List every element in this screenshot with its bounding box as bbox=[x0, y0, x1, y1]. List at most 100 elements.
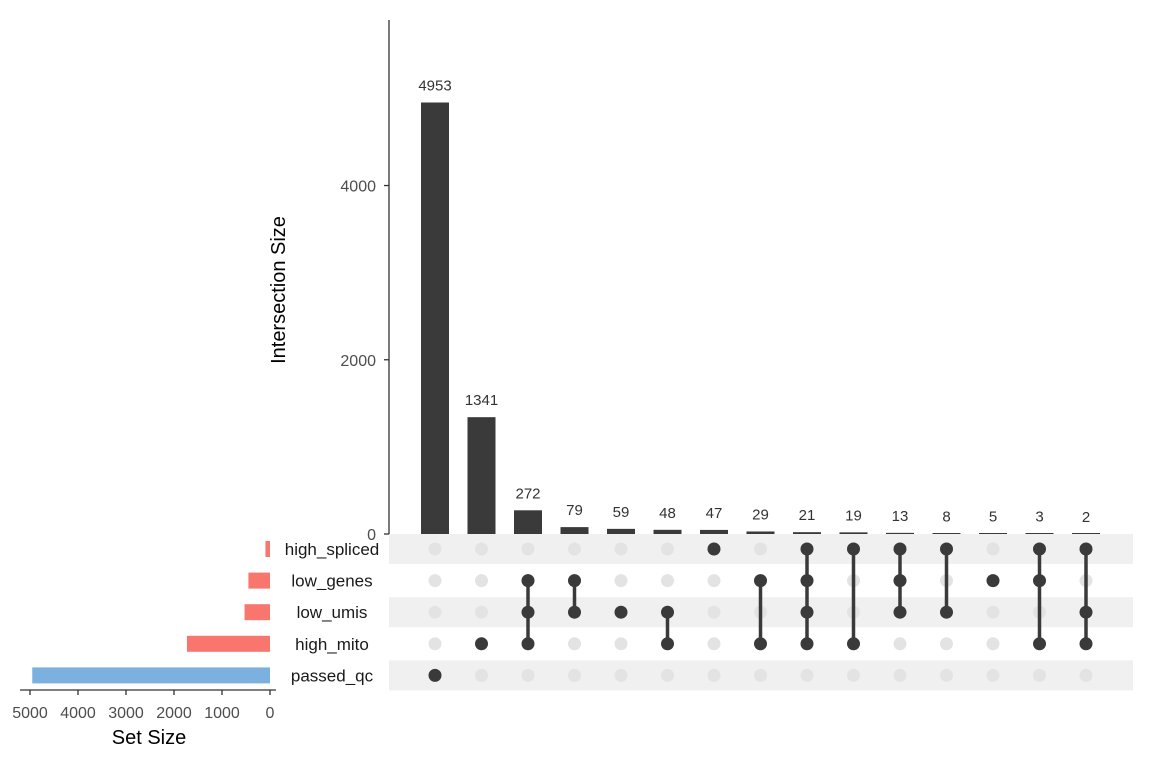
intersection-bar bbox=[932, 533, 961, 534]
intersection-matrix bbox=[428, 542, 1093, 682]
matrix-dot-active bbox=[1079, 542, 1093, 556]
intersection-bar bbox=[746, 531, 775, 534]
intersection-bar bbox=[1025, 533, 1054, 534]
matrix-dot-inactive bbox=[428, 574, 442, 588]
matrix-dot-active bbox=[986, 574, 1000, 588]
intersection-bar-label: 29 bbox=[752, 506, 769, 523]
matrix-dot-inactive bbox=[475, 668, 488, 682]
matrix-dot-inactive bbox=[475, 542, 488, 556]
intersection-bars bbox=[421, 102, 1100, 535]
set-size-axis-tick-label: 0 bbox=[266, 705, 275, 722]
matrix-dot-active bbox=[800, 574, 814, 588]
matrix-dot-active bbox=[475, 637, 488, 651]
matrix-dot-inactive bbox=[940, 637, 953, 651]
matrix-dot-inactive bbox=[428, 637, 442, 651]
matrix-dot-active bbox=[614, 605, 628, 619]
matrix-dot-inactive bbox=[568, 668, 581, 682]
set-name-labels: high_spliced low_genes low_umis high_mitopa… bbox=[285, 540, 380, 685]
intersection-bar bbox=[979, 533, 1007, 534]
intersection-bar-label: 13 bbox=[892, 508, 909, 525]
matrix-dot-inactive bbox=[428, 605, 442, 619]
matrix-dot-inactive bbox=[986, 637, 1000, 651]
intersection-bar-label: 5 bbox=[989, 509, 997, 526]
set-size-bar bbox=[32, 667, 271, 684]
matrix-dot-active bbox=[893, 574, 907, 588]
intersection-bar-label: 59 bbox=[613, 504, 630, 521]
matrix-dot-inactive bbox=[521, 668, 535, 682]
intersection-bar-label: 272 bbox=[515, 485, 540, 502]
matrix-dot-active bbox=[1033, 574, 1046, 588]
matrix-dot-inactive bbox=[986, 605, 1000, 619]
intersection-bar bbox=[793, 532, 821, 534]
matrix-dot-inactive bbox=[1079, 668, 1093, 682]
matrix-dot-active bbox=[800, 542, 814, 556]
matrix-dot-inactive bbox=[428, 542, 442, 556]
matrix-dot-inactive bbox=[568, 542, 581, 556]
intersection-bar-label: 21 bbox=[799, 507, 816, 524]
intersection-axis-tick-label: 4000 bbox=[340, 179, 376, 196]
matrix-dot-inactive bbox=[568, 637, 581, 651]
matrix-dot-active bbox=[1033, 637, 1046, 651]
intersection-axis-tick-label: 2000 bbox=[340, 353, 376, 370]
matrix-dot-active bbox=[1079, 605, 1093, 619]
intersection-bar-label: 8 bbox=[942, 508, 950, 525]
intersection-bar bbox=[886, 532, 914, 534]
matrix-dot-active bbox=[428, 668, 442, 682]
matrix-dot-active bbox=[800, 605, 814, 619]
set-name-label: high_mito bbox=[295, 635, 369, 654]
set-name-label: low_umis bbox=[297, 603, 368, 622]
matrix-dot-active bbox=[940, 542, 953, 556]
matrix-dot-inactive bbox=[614, 542, 628, 556]
set-size-bar bbox=[265, 541, 270, 557]
intersection-bar-label: 79 bbox=[566, 502, 583, 519]
matrix-dot-inactive bbox=[475, 574, 488, 588]
intersection-bar-labels: 4953 1341 272 79 59 48 47 29 21 19 13 8 5 3 2 bbox=[418, 78, 1090, 526]
intersection-bar bbox=[700, 529, 728, 534]
matrix-dot-active bbox=[521, 605, 535, 619]
set-size-axis-tick-label: 4000 bbox=[60, 705, 96, 722]
intersection-bar bbox=[467, 417, 496, 534]
intersection-bar bbox=[560, 527, 589, 534]
matrix-dot-inactive bbox=[847, 668, 860, 682]
set-size-axis-tick-label: 5000 bbox=[12, 705, 48, 722]
matrix-dot-inactive bbox=[707, 605, 721, 619]
intersection-bar bbox=[514, 510, 542, 534]
intersection-bar bbox=[839, 532, 868, 534]
matrix-dot-inactive bbox=[475, 605, 488, 619]
matrix-dot-inactive bbox=[800, 668, 814, 682]
matrix-dot-inactive bbox=[986, 668, 1000, 682]
matrix-dot-active bbox=[1033, 542, 1046, 556]
set-size-axis-tick-label: 3000 bbox=[108, 705, 144, 722]
set-size-axis: 5000 4000 3000 2000 1000 0 bbox=[12, 689, 276, 722]
matrix-dot-active bbox=[754, 574, 767, 588]
matrix-dot-inactive bbox=[893, 637, 907, 651]
matrix-dot-active bbox=[568, 574, 581, 588]
matrix-dot-inactive bbox=[754, 668, 767, 682]
intersection-bar bbox=[421, 102, 449, 535]
matrix-dot-active bbox=[847, 542, 860, 556]
set-size-axis-tick-label: 1000 bbox=[204, 705, 240, 722]
set-size-bar bbox=[248, 572, 270, 589]
intersection-bar-label: 19 bbox=[845, 507, 862, 524]
intersection-bar-label: 4953 bbox=[418, 78, 451, 95]
matrix-dot-inactive bbox=[707, 668, 721, 682]
set-name-label: high_spliced bbox=[285, 540, 380, 559]
matrix-dot-inactive bbox=[1033, 668, 1046, 682]
matrix-dot-active bbox=[893, 605, 907, 619]
matrix-dot-active bbox=[1079, 637, 1093, 651]
set-size-axis-title: Set Size bbox=[112, 727, 186, 749]
matrix-dot-active bbox=[754, 637, 767, 651]
matrix-dot-active bbox=[800, 637, 814, 651]
intersection-size-axis: 0 2000 4000 bbox=[340, 20, 390, 544]
set-size-bar bbox=[186, 635, 270, 652]
matrix-dot-inactive bbox=[614, 574, 628, 588]
set-name-label: passed_qc bbox=[291, 666, 374, 685]
set-size-bar bbox=[244, 604, 270, 621]
matrix-dot-inactive bbox=[707, 637, 721, 651]
intersection-bar bbox=[653, 529, 682, 534]
matrix-dot-active bbox=[661, 605, 674, 619]
intersection-bar-label: 47 bbox=[706, 505, 723, 522]
matrix-dot-active bbox=[847, 637, 860, 651]
intersection-bar bbox=[607, 528, 635, 534]
